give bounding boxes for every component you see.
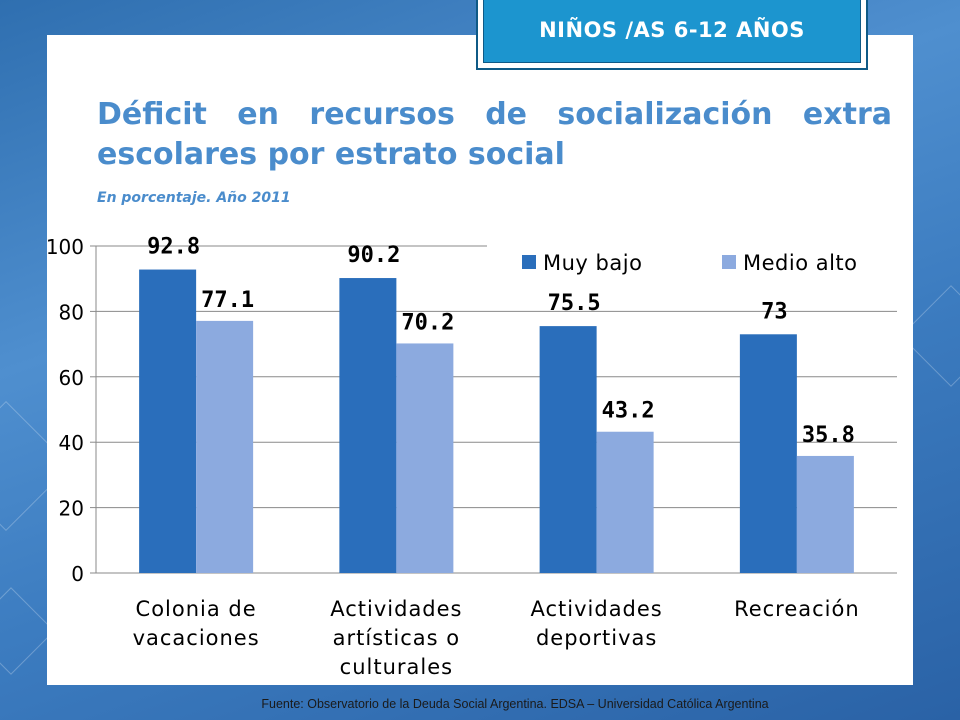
section-badge: NIÑOS /AS 6-12 AÑOS bbox=[476, 0, 868, 70]
data-label: 75.5 bbox=[548, 291, 601, 316]
bar-medio-alto bbox=[196, 320, 254, 573]
y-tick-label: 100 bbox=[46, 235, 84, 259]
bar-muy-bajo bbox=[139, 269, 197, 573]
bar-medio-alto bbox=[396, 343, 454, 573]
source-note: Fuente: Observatorio de la Deuda Social … bbox=[261, 697, 769, 711]
data-label: 92.8 bbox=[147, 235, 200, 260]
x-tick-label: Actividades bbox=[330, 597, 462, 621]
data-label: 90.2 bbox=[347, 243, 400, 268]
bar-muy-bajo bbox=[539, 326, 597, 573]
bar-medio-alto bbox=[796, 455, 854, 573]
legend-swatch bbox=[522, 255, 536, 269]
bar-muy-bajo bbox=[739, 334, 797, 573]
bar-medio-alto bbox=[596, 431, 654, 573]
data-label: 70.2 bbox=[401, 310, 454, 335]
chart-title: Déficit en recursos de socialización ext… bbox=[97, 97, 892, 172]
x-tick-label: Recreación bbox=[734, 597, 860, 621]
data-label: 35.8 bbox=[802, 423, 855, 448]
y-tick-label: 20 bbox=[59, 497, 84, 521]
legend-label: Muy bajo bbox=[543, 251, 642, 275]
x-tick-label: vacaciones bbox=[133, 626, 260, 650]
y-tick-label: 40 bbox=[59, 431, 84, 455]
y-tick-label: 0 bbox=[71, 562, 84, 586]
data-label: 77.1 bbox=[201, 288, 254, 313]
x-tick-label: Colonia de bbox=[136, 597, 257, 621]
x-tick-label: deportivas bbox=[536, 626, 657, 650]
y-tick-label: 60 bbox=[59, 366, 84, 390]
legend-swatch bbox=[722, 255, 736, 269]
legend-label: Medio alto bbox=[743, 251, 858, 275]
x-tick-label: Actividades bbox=[530, 597, 662, 621]
section-badge-label: NIÑOS /AS 6-12 AÑOS bbox=[483, 0, 861, 63]
y-tick-label: 80 bbox=[59, 300, 84, 324]
x-tick-label: culturales bbox=[340, 655, 453, 679]
bar-muy-bajo bbox=[339, 278, 397, 573]
chart-subtitle: En porcentaje. Año 2011 bbox=[97, 190, 291, 206]
x-tick-label: artísticas o bbox=[333, 626, 460, 650]
data-label: 73 bbox=[761, 299, 788, 324]
data-label: 43.2 bbox=[602, 399, 655, 424]
